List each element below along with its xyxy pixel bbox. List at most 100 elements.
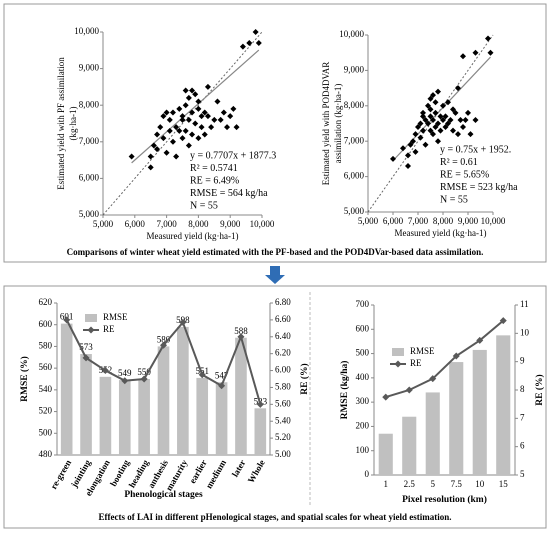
y2-tick-label: 6 (520, 441, 525, 451)
point (179, 113, 186, 120)
point (182, 87, 189, 94)
annotation: R² = 0.5741 (190, 163, 238, 174)
x-axis-label: Measured yield (kg·ha-1) (147, 231, 239, 241)
x-axis-label: Measured yield (kg·ha-1) (395, 228, 487, 238)
marker (101, 367, 109, 375)
y-tick-label: 620 (39, 297, 53, 307)
point (173, 153, 180, 160)
y-tick-label: 7,000 (79, 136, 100, 146)
point (427, 95, 434, 102)
bar (80, 354, 92, 455)
point (465, 109, 471, 116)
point (233, 124, 240, 131)
point (195, 105, 202, 112)
point (217, 116, 224, 123)
point (485, 35, 491, 42)
x-tick-label: 7,000 (408, 216, 429, 226)
point (455, 131, 461, 138)
y2-tick-label: 9 (520, 356, 525, 366)
marker (256, 400, 264, 408)
y-tick-label: 600 (39, 319, 53, 329)
annotation: N = 55 (190, 200, 218, 211)
x-tick-label: re-green (48, 458, 73, 491)
point (252, 29, 259, 35)
point (437, 127, 444, 134)
legend-label: RMSE (410, 346, 435, 356)
y2-tick-label: 5.60 (275, 398, 291, 408)
x-tick-label: 5,000 (358, 216, 379, 226)
value-label: 550 (137, 367, 151, 377)
bar (378, 433, 393, 475)
y2-tick-label: 6.20 (275, 348, 291, 358)
bar (449, 362, 464, 475)
x-tick-label: 10 (475, 479, 485, 489)
y-tick-label: 600 (356, 323, 370, 333)
bar (60, 323, 73, 455)
x-tick-label: 15 (499, 479, 509, 489)
point (189, 131, 196, 138)
point (185, 142, 192, 149)
x-tick-label: 5,000 (93, 219, 114, 229)
point (467, 131, 474, 138)
point (208, 124, 215, 131)
annotation: y = 0.7707x + 1877.3 (190, 150, 276, 161)
point (435, 138, 441, 145)
x-tick-label: 5 (431, 479, 436, 489)
point (447, 116, 454, 123)
x-tick-label: Whole (246, 458, 267, 485)
x-tick-label: 10,000 (481, 216, 506, 226)
y-axis-label: (kg·ha-1) (68, 107, 78, 141)
point (422, 116, 429, 123)
point (227, 113, 234, 120)
y-tick-label: 9,000 (79, 63, 100, 73)
point (420, 113, 426, 120)
marker (179, 318, 187, 326)
x-axis-label: Pixel resolution (km) (402, 494, 487, 505)
point (435, 88, 441, 95)
point (442, 124, 449, 131)
point (166, 116, 173, 123)
y-tick-label: 7,000 (344, 135, 365, 145)
point (169, 138, 176, 145)
point (405, 152, 411, 159)
point (425, 102, 431, 109)
bar (425, 392, 440, 475)
x-tick-label: 10,000 (250, 219, 275, 229)
point (487, 49, 494, 56)
annotation: y = 0.75x + 1952. (440, 144, 511, 155)
y-tick-label: 580 (39, 340, 53, 350)
marker (382, 393, 390, 401)
point (432, 109, 439, 116)
point (157, 124, 164, 131)
x-tick-label: 7.5 (451, 479, 463, 489)
y-axis-label: Estimated yield with POD4DVAR (321, 62, 331, 186)
point (407, 141, 414, 148)
y-tick-label: 5,000 (79, 209, 100, 219)
point (442, 113, 449, 120)
point (427, 127, 434, 134)
y2-tick-label: 7 (520, 412, 525, 422)
point (427, 106, 434, 113)
point (455, 85, 461, 92)
marker (476, 336, 484, 344)
point (150, 142, 157, 149)
point (128, 153, 135, 160)
point (437, 113, 444, 120)
y-tick-label: 300 (356, 396, 370, 406)
y-tick-label: 560 (39, 362, 53, 372)
y-tick-label: 100 (356, 445, 370, 455)
point (430, 131, 436, 138)
point (163, 109, 170, 116)
point (239, 43, 246, 50)
x-tick-label: 7,000 (156, 219, 177, 229)
point (445, 120, 451, 127)
y-tick-label: 520 (39, 406, 53, 416)
marker (218, 382, 226, 390)
point (412, 131, 419, 138)
point (185, 94, 192, 101)
point (176, 105, 183, 112)
marker (140, 375, 148, 383)
point (472, 49, 479, 56)
y-axis-label: Estimated yield with PF assimilation (56, 57, 66, 190)
bar (157, 346, 170, 455)
